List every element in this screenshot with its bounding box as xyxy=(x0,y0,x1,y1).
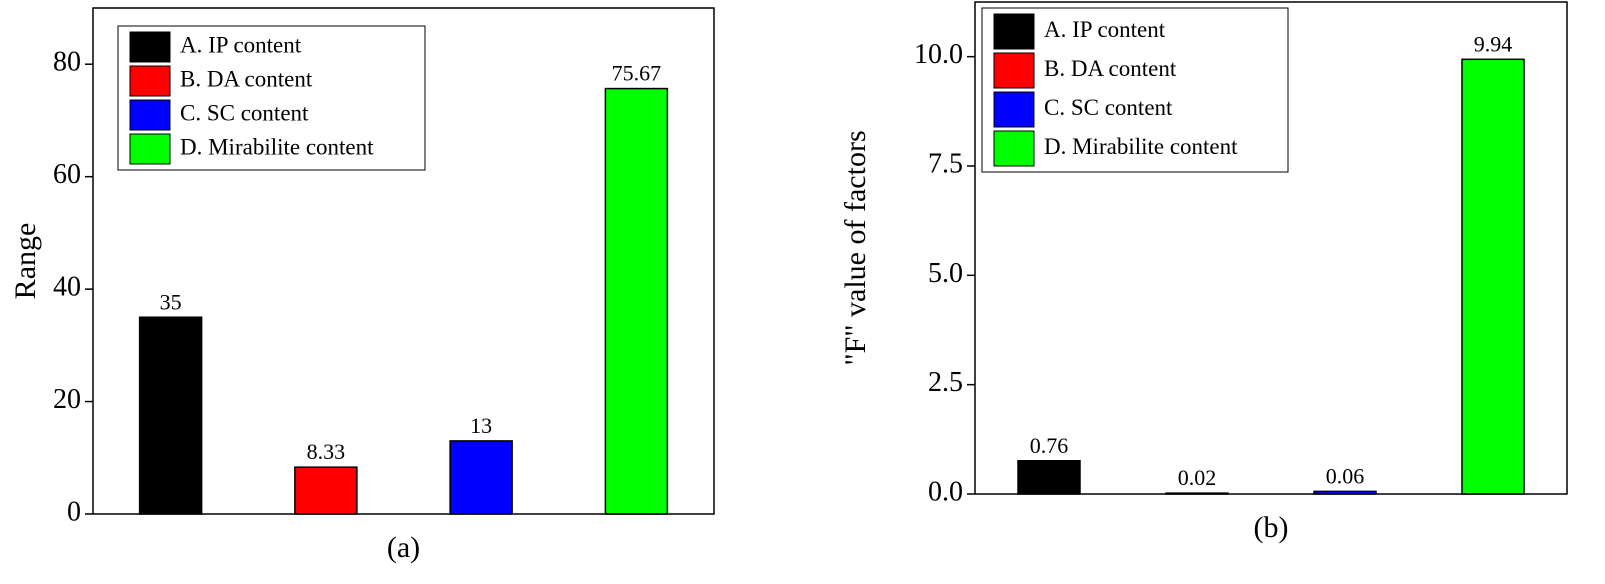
y-tick-label: 5.0 xyxy=(928,258,963,289)
legend-label: C. SC content xyxy=(1044,95,1173,120)
bar xyxy=(449,440,513,515)
legend-label: D. Mirabilite content xyxy=(1044,134,1238,159)
legend-swatch xyxy=(129,65,171,97)
plot-frame xyxy=(974,1,1568,495)
legend-label: B. DA content xyxy=(1044,56,1177,81)
legend-swatch xyxy=(129,133,171,165)
y-tick-label: 40 xyxy=(53,272,81,303)
x-axis-label: (a) xyxy=(387,531,420,564)
bar xyxy=(604,87,669,515)
value-label: 0.06 xyxy=(1326,463,1365,488)
legend-swatch xyxy=(129,99,171,131)
x-axis-label: (b) xyxy=(1254,511,1289,544)
y-tick-label: 80 xyxy=(53,47,81,78)
legend-swatch xyxy=(993,130,1035,167)
value-label: 35 xyxy=(160,289,182,314)
value-label: 0.76 xyxy=(1030,433,1069,458)
value-label: 9.94 xyxy=(1474,31,1513,56)
y-tick-label: 0 xyxy=(67,496,81,527)
value-label: 13 xyxy=(470,413,492,438)
legend-label: B. DA content xyxy=(180,66,313,91)
legend-label: A. IP content xyxy=(180,32,302,57)
value-label: 8.33 xyxy=(307,439,346,464)
legend-swatch xyxy=(993,91,1035,128)
y-tick-label: 2.5 xyxy=(928,367,963,398)
legend-label: A. IP content xyxy=(1044,17,1166,42)
value-label: 0.02 xyxy=(1178,465,1217,490)
legend-label: C. SC content xyxy=(180,100,309,125)
bar xyxy=(1017,460,1081,495)
y-tick-label: 20 xyxy=(53,384,81,415)
y-tick-label: 60 xyxy=(53,159,81,190)
y-axis-label: Range xyxy=(9,223,42,300)
legend-swatch xyxy=(129,31,171,63)
bar xyxy=(138,316,203,515)
legend-swatch xyxy=(993,52,1035,89)
plot-frame xyxy=(92,7,715,515)
y-tick-label: 10.0 xyxy=(914,39,963,70)
legend-label: D. Mirabilite content xyxy=(180,134,374,159)
bar xyxy=(1461,58,1525,495)
value-label: 75.67 xyxy=(612,61,662,86)
y-tick-label: 7.5 xyxy=(928,148,963,179)
bar xyxy=(294,466,358,515)
y-axis-label: "F" value of factors xyxy=(839,130,872,365)
legend-swatch xyxy=(993,13,1035,50)
y-tick-label: 0.0 xyxy=(928,476,963,507)
